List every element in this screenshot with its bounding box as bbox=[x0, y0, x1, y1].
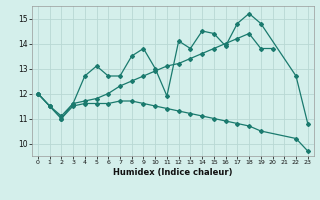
X-axis label: Humidex (Indice chaleur): Humidex (Indice chaleur) bbox=[113, 168, 233, 177]
